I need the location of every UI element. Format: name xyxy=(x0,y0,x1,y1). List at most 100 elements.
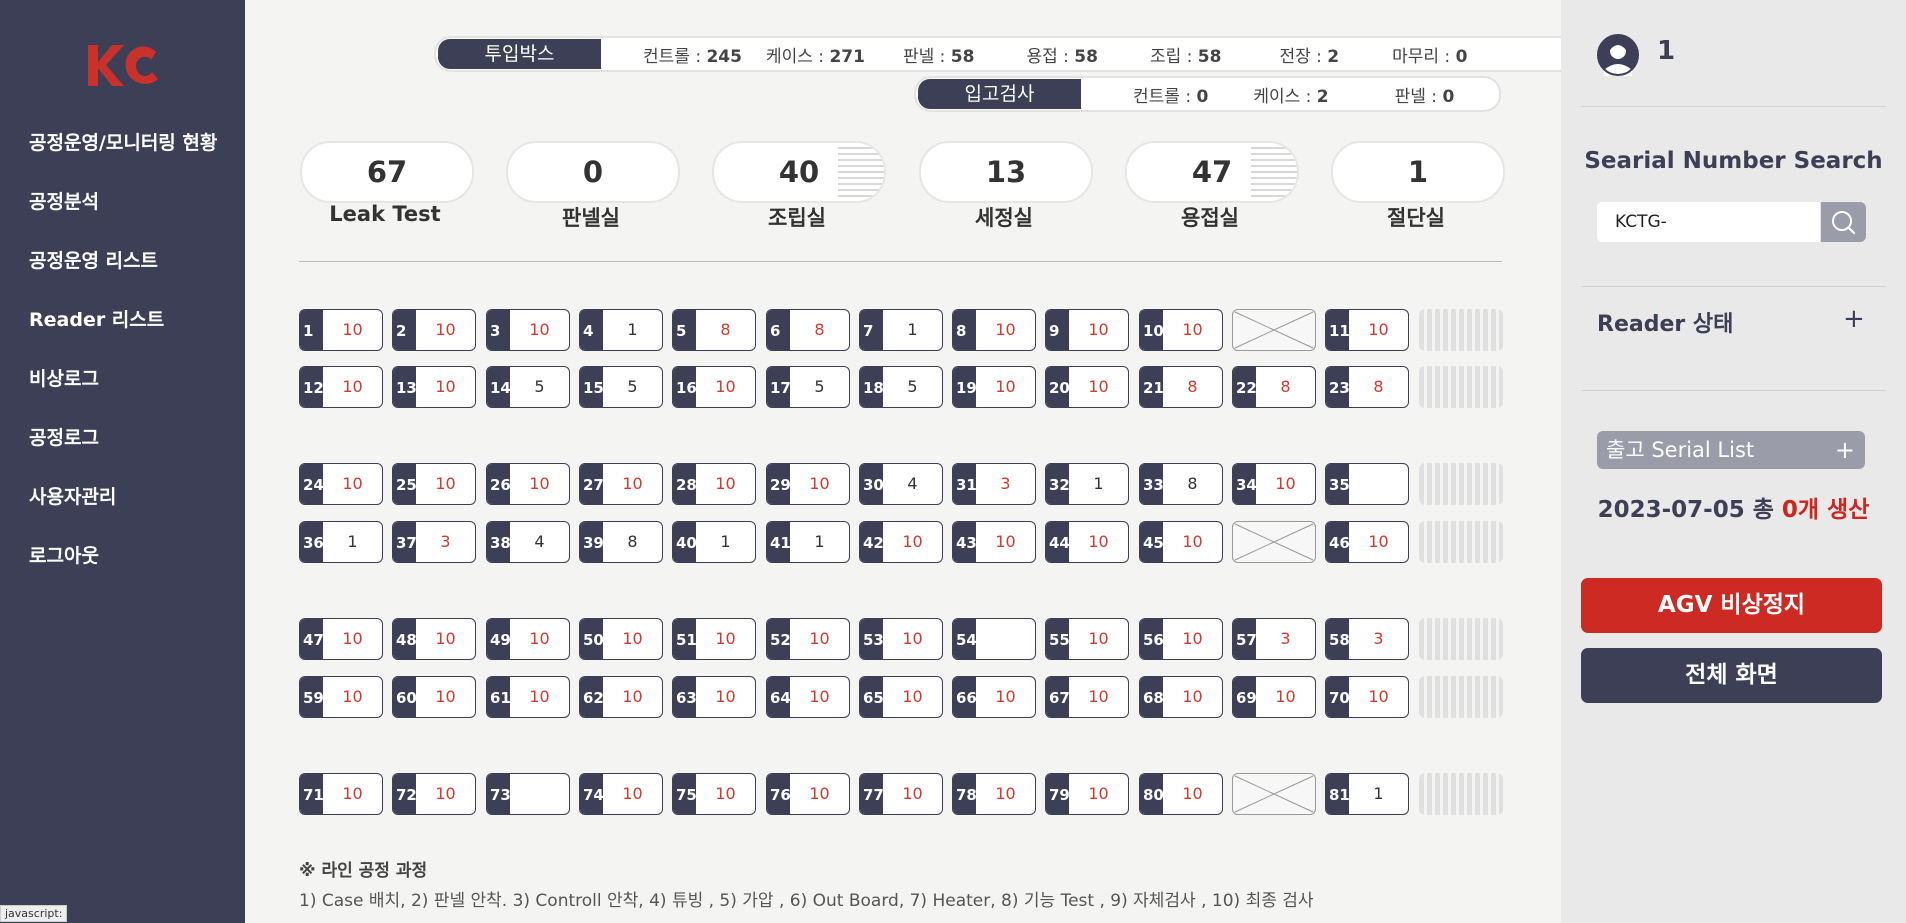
nav-analysis[interactable]: 공정분석 xyxy=(29,191,99,213)
station-cell[interactable]: 67 10 xyxy=(1045,676,1129,718)
station-cell[interactable]: 19 10 xyxy=(952,366,1036,408)
station-cell[interactable]: 31 3 xyxy=(952,463,1036,505)
nav-monitoring[interactable]: 공정운영/모니터링 현황 xyxy=(29,132,218,154)
station-cell[interactable]: 25 10 xyxy=(392,463,476,505)
station-cell[interactable]: 56 10 xyxy=(1139,618,1223,660)
station-cell[interactable]: 50 10 xyxy=(579,618,663,660)
nav-reader-list[interactable]: Reader 리스트 xyxy=(29,309,165,331)
station-cell[interactable]: 22 8 xyxy=(1232,366,1316,408)
station-cell[interactable]: 71 10 xyxy=(299,773,383,815)
station-cell[interactable]: 60 10 xyxy=(392,676,476,718)
station-cell[interactable]: 57 3 xyxy=(1232,618,1316,660)
station-cell[interactable]: 14 5 xyxy=(486,366,570,408)
station-cell[interactable]: 59 10 xyxy=(299,676,383,718)
station-cell[interactable]: 54 xyxy=(952,618,1036,660)
agv-emergency-stop-button[interactable]: AGV 비상정지 xyxy=(1581,578,1882,633)
out-serial-list-header[interactable]: 출고 Serial List + xyxy=(1597,431,1865,469)
station-cell[interactable]: 53 10 xyxy=(859,618,943,660)
room-count-card[interactable]: 13 xyxy=(919,141,1093,203)
room-count-card[interactable]: 0 xyxy=(506,141,680,203)
station-cell[interactable]: 52 10 xyxy=(766,618,850,660)
station-cell[interactable]: 36 1 xyxy=(299,521,383,563)
station-cell[interactable]: 3 10 xyxy=(486,309,570,351)
station-cell[interactable]: 81 1 xyxy=(1325,773,1409,815)
station-cell[interactable]: 75 10 xyxy=(672,773,756,815)
station-cell[interactable]: 34 10 xyxy=(1232,463,1316,505)
station-cell[interactable]: 28 10 xyxy=(672,463,756,505)
search-button[interactable] xyxy=(1821,202,1866,242)
station-cell[interactable]: 27 10 xyxy=(579,463,663,505)
station-cell[interactable]: 10 10 xyxy=(1139,309,1223,351)
station-cell[interactable]: 26 10 xyxy=(486,463,570,505)
station-cell[interactable]: 29 10 xyxy=(766,463,850,505)
out-serial-expand-icon[interactable]: + xyxy=(1834,436,1855,464)
station-cell[interactable]: 74 10 xyxy=(579,773,663,815)
station-cell[interactable]: 72 10 xyxy=(392,773,476,815)
room-count-card[interactable]: 40 xyxy=(712,141,886,203)
station-cell[interactable]: 76 10 xyxy=(766,773,850,815)
station-cell[interactable]: 68 10 xyxy=(1139,676,1223,718)
station-cell[interactable]: 23 8 xyxy=(1325,366,1409,408)
station-cell[interactable]: 12 10 xyxy=(299,366,383,408)
station-cell[interactable]: 65 10 xyxy=(859,676,943,718)
station-cell[interactable]: 32 1 xyxy=(1045,463,1129,505)
station-cell[interactable]: 42 10 xyxy=(859,521,943,563)
room-count-card[interactable]: 47 xyxy=(1125,141,1299,203)
station-cell[interactable]: 62 10 xyxy=(579,676,663,718)
station-cell[interactable]: 17 5 xyxy=(766,366,850,408)
station-cell[interactable]: 47 10 xyxy=(299,618,383,660)
station-cell[interactable]: 80 10 xyxy=(1139,773,1223,815)
station-cell[interactable]: 2 10 xyxy=(392,309,476,351)
station-cell[interactable]: 9 10 xyxy=(1045,309,1129,351)
station-cell[interactable]: 69 10 xyxy=(1232,676,1316,718)
station-cell[interactable]: 38 4 xyxy=(486,521,570,563)
station-cell[interactable]: 15 5 xyxy=(579,366,663,408)
station-cell[interactable]: 8 10 xyxy=(952,309,1036,351)
station-cell[interactable]: 20 10 xyxy=(1045,366,1129,408)
kc-logo[interactable] xyxy=(84,40,160,90)
station-cell[interactable]: 48 10 xyxy=(392,618,476,660)
station-cell[interactable]: 41 1 xyxy=(766,521,850,563)
user-avatar-icon[interactable] xyxy=(1597,34,1639,76)
nav-emergency-log[interactable]: 비상로그 xyxy=(29,368,99,390)
station-cell[interactable]: 24 10 xyxy=(299,463,383,505)
station-cell[interactable]: 18 5 xyxy=(859,366,943,408)
station-cell[interactable]: 78 10 xyxy=(952,773,1036,815)
station-cell[interactable]: 63 10 xyxy=(672,676,756,718)
station-cell[interactable]: 21 8 xyxy=(1139,366,1223,408)
station-cell[interactable]: 13 10 xyxy=(392,366,476,408)
station-cell[interactable]: 79 10 xyxy=(1045,773,1129,815)
station-cell[interactable]: 33 8 xyxy=(1139,463,1223,505)
station-cell[interactable]: 44 10 xyxy=(1045,521,1129,563)
station-cell[interactable]: 11 10 xyxy=(1325,309,1409,351)
station-cell[interactable]: 39 8 xyxy=(579,521,663,563)
station-cell[interactable]: 64 10 xyxy=(766,676,850,718)
room-count-card[interactable]: 1 xyxy=(1331,141,1505,203)
station-cell[interactable]: 43 10 xyxy=(952,521,1036,563)
station-cell[interactable]: 16 10 xyxy=(672,366,756,408)
station-cell[interactable]: 66 10 xyxy=(952,676,1036,718)
serial-search-input[interactable] xyxy=(1597,202,1820,242)
nav-user-management[interactable]: 사용자관리 xyxy=(29,486,117,508)
station-cell[interactable]: 55 10 xyxy=(1045,618,1129,660)
station-cell[interactable]: 35 xyxy=(1325,463,1409,505)
nav-process-log[interactable]: 공정로그 xyxy=(29,427,99,449)
station-cell[interactable]: 30 4 xyxy=(859,463,943,505)
nav-operation-list[interactable]: 공정운영 리스트 xyxy=(29,250,158,272)
reader-status-expand-icon[interactable]: + xyxy=(1843,304,1865,334)
station-cell[interactable]: 70 10 xyxy=(1325,676,1409,718)
station-cell[interactable]: 51 10 xyxy=(672,618,756,660)
station-cell[interactable]: 73 xyxy=(486,773,570,815)
nav-logout[interactable]: 로그아웃 xyxy=(29,545,99,567)
station-cell[interactable]: 46 10 xyxy=(1325,521,1409,563)
station-cell[interactable]: 40 1 xyxy=(672,521,756,563)
station-cell[interactable]: 45 10 xyxy=(1139,521,1223,563)
station-cell[interactable]: 61 10 xyxy=(486,676,570,718)
station-cell[interactable]: 77 10 xyxy=(859,773,943,815)
station-cell[interactable]: 49 10 xyxy=(486,618,570,660)
station-cell[interactable]: 37 3 xyxy=(392,521,476,563)
station-cell[interactable]: 58 3 xyxy=(1325,618,1409,660)
